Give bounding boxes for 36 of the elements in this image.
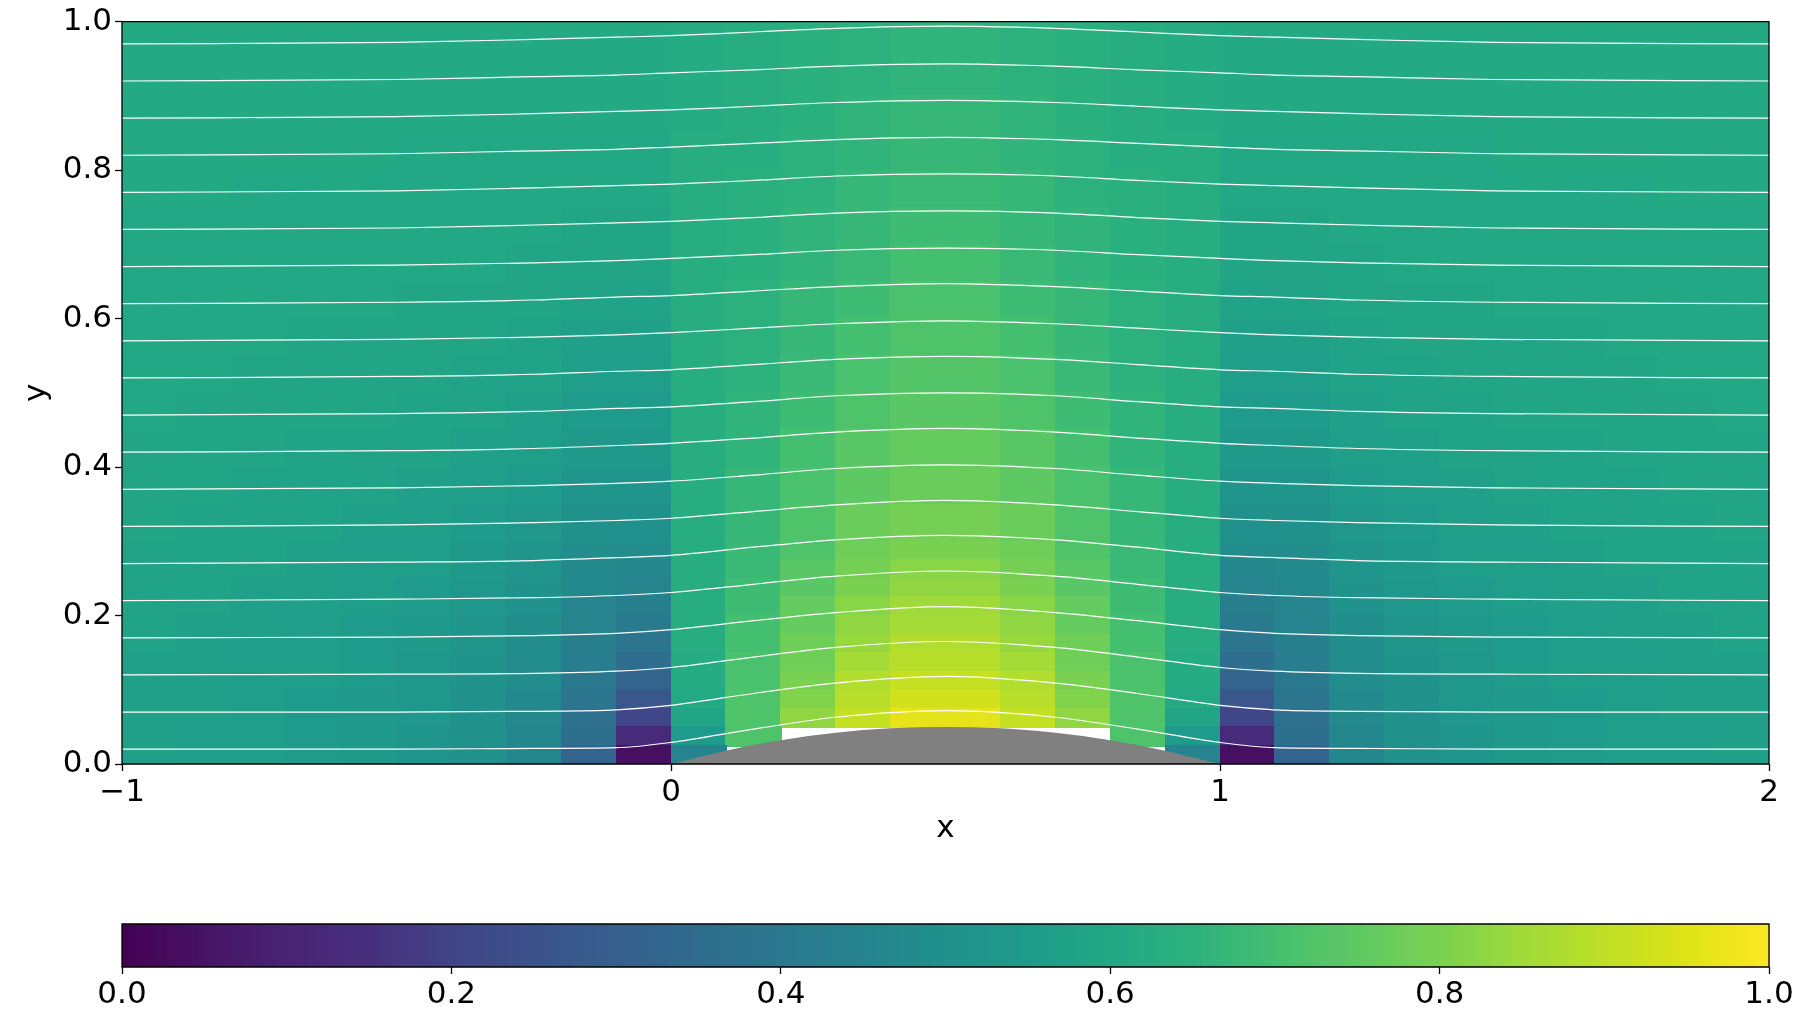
color-bar-label: 0.6 xyxy=(1085,973,1135,1009)
line-series xyxy=(122,499,1769,528)
x-tick-label: 0 xyxy=(661,771,681,808)
line-series xyxy=(122,136,1769,156)
line-series xyxy=(122,355,1769,379)
line-series xyxy=(122,173,1769,193)
line-series xyxy=(122,640,1769,676)
line-series xyxy=(122,534,1769,565)
y-axis-title: y xyxy=(15,383,52,402)
y-tick-label: 0.6 xyxy=(62,297,112,334)
line-series xyxy=(122,709,1769,750)
line-series xyxy=(122,63,1769,82)
x-tick-label: 2 xyxy=(1759,771,1779,808)
line-series xyxy=(122,392,1769,416)
x-tick-label: 1 xyxy=(1210,771,1230,808)
line-series xyxy=(122,320,1769,342)
color-bar-label: 0.2 xyxy=(426,973,477,1009)
y-tick-label: 1.0 xyxy=(62,0,112,37)
y-tick-label: 0.4 xyxy=(62,446,112,483)
y-tick-label: 0.8 xyxy=(62,149,112,186)
y-tick-label: 0.2 xyxy=(62,594,112,631)
color-bar-label: 0.8 xyxy=(1414,973,1465,1009)
line-series xyxy=(122,675,1769,713)
line-series xyxy=(122,25,1769,45)
line-series xyxy=(122,283,1769,305)
line-series xyxy=(122,606,1769,639)
color-bar-label: 0.4 xyxy=(756,973,806,1009)
color-bar-label: 1.0 xyxy=(1744,973,1794,1009)
line-series xyxy=(122,210,1769,231)
line-series xyxy=(122,247,1769,268)
line-series xyxy=(122,464,1769,490)
color-bar-label: 0.0 xyxy=(97,973,147,1009)
line-series xyxy=(122,99,1769,119)
line-series xyxy=(122,570,1769,602)
x-axis-title: x xyxy=(936,808,955,845)
line-series xyxy=(122,427,1769,453)
